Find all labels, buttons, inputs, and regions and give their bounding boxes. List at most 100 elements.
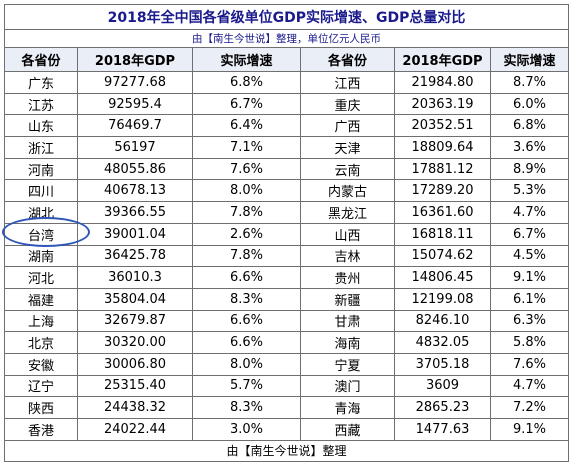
cell-growth-right: 6.0% [489,92,570,116]
cell-gdp-right: 18809.64 [394,136,491,159]
cell-gdp-right: 1477.63 [394,418,491,441]
table-row: 湖南 36425.78 7.8% 吉林 15074.62 4.5% [4,244,570,268]
cell-growth-right: 3.6% [489,136,570,159]
cell-province-left: 河南 [4,157,78,181]
cell-growth-right: 5.3% [489,179,570,203]
cell-growth-left: 6.7% [192,92,301,116]
header-province-left: 各省份 [4,47,78,72]
cell-gdp-left: 40678.13 [77,179,193,203]
cell-gdp-left: 92595.4 [77,92,193,116]
header-growth-left: 实际增速 [192,47,301,72]
cell-growth-right: 4.7% [489,374,570,398]
cell-gdp-right: 8246.10 [394,309,491,333]
table-footer: 由【南生今世说】整理 [3,439,570,462]
cell-province-right: 青海 [300,396,395,419]
table-row: 陕西 24438.32 8.3% 青海 2865.23 7.2% [4,396,570,419]
cell-province-left: 台湾 [4,222,78,246]
cell-province-right: 重庆 [300,92,395,116]
cell-province-right: 宁夏 [300,352,395,376]
cell-province-right: 新疆 [300,287,395,311]
cell-province-left: 福建 [4,287,78,311]
cell-province-left: 上海 [4,309,78,333]
table-title: 2018年全中国各省级单位GDP实际增速、GDP总量对比 [3,4,570,30]
cell-growth-right: 7.6% [489,352,570,376]
cell-province-left: 安徽 [4,352,78,376]
cell-growth-left: 6.6% [192,309,301,333]
cell-growth-left: 8.0% [192,352,301,376]
cell-gdp-left: 56197 [77,136,193,159]
table-row: 上海 32679.87 6.6% 甘肃 8246.10 6.3% [4,309,570,333]
cell-province-right: 广西 [300,114,395,138]
cell-gdp-right: 20352.51 [394,114,491,138]
cell-growth-right: 9.1% [489,266,570,289]
cell-gdp-left: 24438.32 [77,396,193,419]
cell-gdp-right: 3609 [394,374,491,398]
cell-growth-left: 7.1% [192,136,301,159]
header-growth-right: 实际增速 [489,47,570,72]
cell-province-left: 山东 [4,114,78,138]
cell-province-right: 贵州 [300,266,395,289]
cell-province-right: 云南 [300,157,395,181]
cell-growth-left: 8.0% [192,179,301,203]
cell-growth-left: 6.6% [192,266,301,289]
cell-growth-right: 7.2% [489,396,570,419]
cell-gdp-left: 35804.04 [77,287,193,311]
table-row: 香港 24022.44 3.0% 西藏 1477.63 9.1% [4,418,570,441]
table-row: 福建 35804.04 8.3% 新疆 12199.08 6.1% [4,287,570,311]
table-row: 北京 30320.00 6.6% 海南 4832.05 5.8% [4,331,570,354]
table-row: 台湾 39001.04 2.6% 山西 16818.11 6.7% [4,222,570,246]
cell-gdp-left: 39001.04 [77,222,193,246]
cell-province-right: 吉林 [300,244,395,268]
cell-province-right: 江西 [300,71,395,94]
header-gdp-left: 2018年GDP [77,47,193,72]
cell-growth-right: 6.8% [489,114,570,138]
cell-province-right: 澳门 [300,374,395,398]
table-row: 辽宁 25315.40 5.7% 澳门 3609 4.7% [4,374,570,398]
cell-province-left: 辽宁 [4,374,78,398]
cell-province-right: 山西 [300,222,395,246]
cell-gdp-right: 17881.12 [394,157,491,181]
cell-growth-right: 9.1% [489,418,570,441]
cell-growth-left: 6.4% [192,114,301,138]
cell-growth-left: 2.6% [192,222,301,246]
table-row: 广东 97277.68 6.8% 江西 21984.80 8.7% [4,71,570,94]
cell-gdp-right: 12199.08 [394,287,491,311]
cell-province-left: 湖南 [4,244,78,268]
cell-gdp-left: 76469.7 [77,114,193,138]
cell-province-left: 四川 [4,179,78,203]
cell-growth-right: 6.7% [489,222,570,246]
cell-province-left: 河北 [4,266,78,289]
cell-gdp-right: 16361.60 [394,201,491,224]
cell-gdp-left: 32679.87 [77,309,193,333]
header-row: 各省份 2018年GDP 实际增速 各省份 2018年GDP 实际增速 [4,47,570,72]
cell-province-right: 海南 [300,331,395,354]
cell-growth-left: 3.0% [192,418,301,441]
table-row: 湖北 39366.55 7.8% 黑龙江 16361.60 4.7% [4,201,570,224]
cell-gdp-left: 97277.68 [77,71,193,94]
cell-growth-right: 8.7% [489,71,570,94]
table-row: 河南 48055.86 7.6% 云南 17881.12 8.9% [4,157,570,181]
cell-gdp-right: 16818.11 [394,222,491,246]
cell-growth-left: 5.7% [192,374,301,398]
cell-growth-left: 8.3% [192,396,301,419]
cell-gdp-right: 15074.62 [394,244,491,268]
table-row: 山东 76469.7 6.4% 广西 20352.51 6.8% [4,114,570,138]
cell-province-left: 湖北 [4,201,78,224]
table-row: 安徽 30006.80 8.0% 宁夏 3705.18 7.6% [4,352,570,376]
cell-gdp-left: 48055.86 [77,157,193,181]
cell-growth-right: 4.7% [489,201,570,224]
cell-gdp-left: 36010.3 [77,266,193,289]
cell-province-left: 陕西 [4,396,78,419]
table-body: 广东 97277.68 6.8% 江西 21984.80 8.7% 江苏 92595.4 6.7… [4,71,570,441]
cell-gdp-right: 21984.80 [394,71,491,94]
cell-gdp-left: 36425.78 [77,244,193,268]
cell-growth-right: 6.1% [489,287,570,311]
cell-province-left: 北京 [4,331,78,354]
header-gdp-right: 2018年GDP [394,47,491,72]
cell-province-left: 广东 [4,71,78,94]
cell-gdp-left: 25315.40 [77,374,193,398]
table-row: 浙江 56197 7.1% 天津 18809.64 3.6% [4,136,570,159]
cell-gdp-left: 39366.55 [77,201,193,224]
table-subtitle: 由【南生今世说】整理，单位亿元人民币 [3,29,570,48]
cell-gdp-right: 4832.05 [394,331,491,354]
